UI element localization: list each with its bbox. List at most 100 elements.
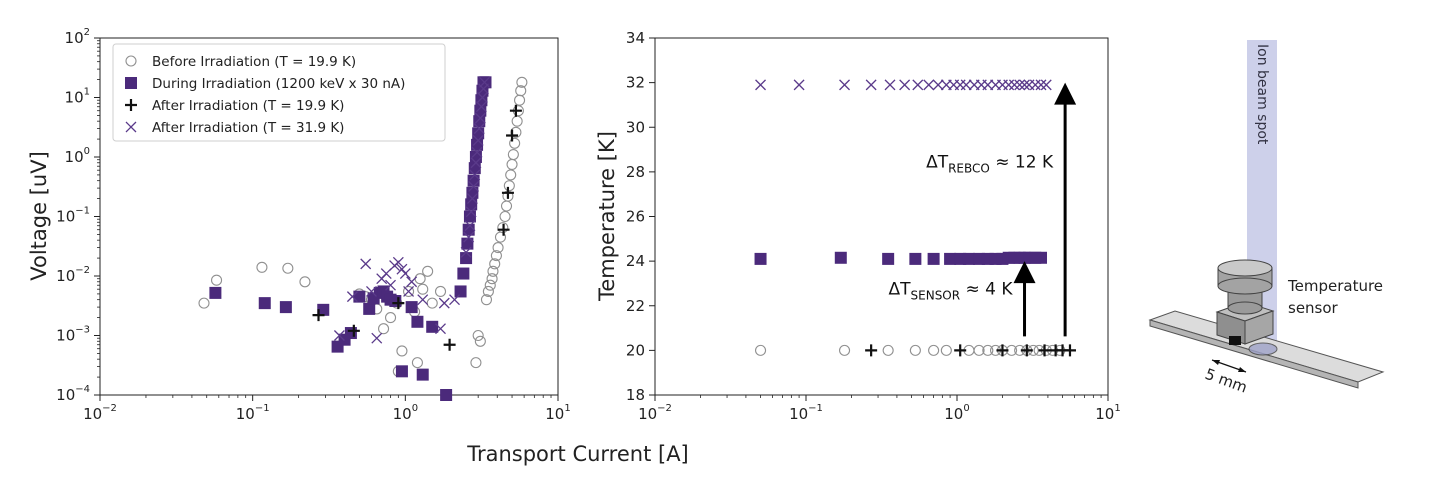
voltage-point-square <box>426 320 439 333</box>
voltage-point-square <box>279 301 292 314</box>
voltage-point-circle <box>506 158 518 170</box>
temperature-point-x <box>923 79 935 91</box>
voltage-point-circle <box>299 276 311 288</box>
voltage-point-plus <box>443 338 456 351</box>
sensor-cap-top <box>1217 259 1273 277</box>
voltage-point-square <box>454 285 467 298</box>
temperature-point-x <box>1008 79 1020 91</box>
sensor-stem-base <box>1227 301 1263 315</box>
voltage-y-tick-label: 101 <box>65 87 90 107</box>
temperature-point-x <box>932 79 944 91</box>
voltage-point-circle <box>515 85 527 97</box>
temperature-chart-x-ticks: 10−2 10−1 100 101 <box>638 395 1121 423</box>
legend-frame <box>112 43 446 142</box>
voltage-point-x <box>333 330 345 341</box>
temperature-point-circle <box>973 344 985 356</box>
voltage-chart-y-ticks: 10−4 10−3 10−2 10−1 100 101 102 <box>56 27 100 404</box>
sensor-block-right <box>1244 310 1274 345</box>
voltage-point-square <box>479 76 492 89</box>
voltage-point-circle <box>403 285 415 297</box>
voltage-point-circle <box>414 273 426 285</box>
voltage-point-square <box>411 315 424 328</box>
temperature-point-x <box>884 79 896 91</box>
voltage-point-circle <box>509 137 521 149</box>
temperature-point-square <box>834 251 847 264</box>
sensor-foot <box>1229 336 1241 345</box>
legend-marker-square <box>125 77 137 89</box>
voltage-point-x <box>468 180 480 192</box>
voltage-point-circle <box>256 261 268 273</box>
voltage-point-square <box>416 368 429 381</box>
temperature-x-tick-label: 10−2 <box>638 403 672 423</box>
voltage-point-circle <box>384 312 397 324</box>
voltage-point-x <box>473 123 485 135</box>
voltage-point-plus <box>392 297 405 310</box>
voltage-point-x <box>406 276 418 288</box>
voltage-y-tick-label: 102 <box>65 27 90 47</box>
temperature-y-tick-label: 18 <box>626 386 645 404</box>
temperature-y-tick-label: 34 <box>626 29 645 47</box>
voltage-point-x <box>385 279 396 291</box>
voltage-point-square <box>457 267 470 280</box>
temperature-point-square <box>882 252 895 265</box>
voltage-y-tick-label: 10−1 <box>56 206 90 226</box>
voltage-point-plus <box>509 104 522 117</box>
temperature-x-tick-label: 100 <box>944 403 969 423</box>
voltage-point-circle <box>505 169 517 181</box>
voltage-x-tick-label: 100 <box>393 403 418 423</box>
legend-marker-circle <box>125 55 137 67</box>
voltage-point-square <box>440 389 453 401</box>
legend-marker-plus <box>125 99 137 111</box>
temperature-point-square <box>989 252 1002 265</box>
temperature-point-plus <box>996 344 1009 357</box>
temperature-y-tick-label: 32 <box>626 74 645 92</box>
voltage-point-x <box>466 193 478 205</box>
temperature-point-circle <box>882 344 894 356</box>
voltage-point-circle <box>378 323 390 335</box>
temperature-point-circle <box>982 344 994 356</box>
temperature-point-circle <box>940 344 952 356</box>
voltage-point-square <box>405 301 418 314</box>
temperature-point-plus <box>865 344 878 357</box>
voltage-point-square <box>363 302 376 315</box>
voltage-point-circle <box>396 345 408 357</box>
voltage-point-circle <box>514 94 526 106</box>
beam-footprint <box>1248 342 1278 356</box>
temperature-point-circle <box>909 344 921 356</box>
temperature-point-x <box>865 79 877 91</box>
temperature-point-square <box>944 252 957 265</box>
dimension-arrow-left <box>1212 360 1220 365</box>
temperature-point-square <box>909 252 922 265</box>
dt-rebco-arrow-head <box>1054 82 1077 105</box>
voltage-point-x <box>366 285 377 297</box>
voltage-point-x <box>399 268 411 279</box>
temperature-point-square <box>754 252 767 265</box>
sample-schematic: Ion beam spot Temperature sensor 5 mm <box>1148 40 1385 397</box>
voltage-point-circle <box>282 262 294 274</box>
voltage-point-x <box>360 258 372 270</box>
legend-entry-label: During Irradiation (1200 keV x 30 nA) <box>152 76 405 92</box>
voltage-point-x <box>403 285 415 297</box>
temperature-point-x <box>1029 79 1041 91</box>
temperature-chart-y-label: Temperature [K] <box>595 131 619 302</box>
temperature-y-tick-label: 20 <box>626 341 645 359</box>
dt-rebco-label: ΔTREBCO ≈ 12 K <box>926 152 1054 175</box>
voltage-point-circle <box>486 273 498 285</box>
voltage-point-x <box>449 294 460 306</box>
voltage-point-circle <box>211 274 223 286</box>
voltage-point-square <box>389 295 402 308</box>
voltage-point-x <box>346 291 358 303</box>
voltage-chart-y-label: Voltage [uV] <box>27 151 51 281</box>
temperature-point-circle <box>838 344 851 356</box>
voltage-point-circle <box>510 126 522 138</box>
temperature-x-tick-label: 101 <box>1095 403 1120 423</box>
temperature-point-x <box>1014 79 1026 91</box>
voltage-point-x <box>438 297 450 309</box>
voltage-point-x <box>474 112 486 124</box>
voltage-point-plus <box>497 223 510 236</box>
voltage-point-circle <box>507 148 519 161</box>
temperature-point-x <box>960 79 972 91</box>
temperature-point-square <box>962 252 975 265</box>
voltage-point-square <box>465 198 478 211</box>
voltage-point-circle <box>499 210 511 223</box>
